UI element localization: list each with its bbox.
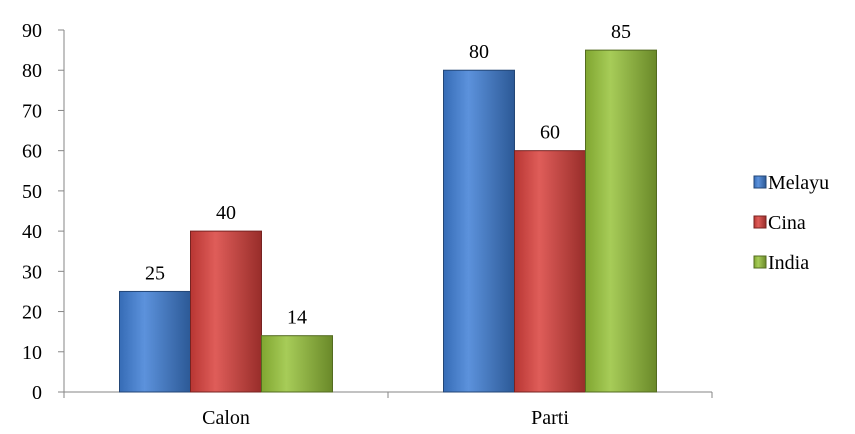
bar-india-calon: [261, 335, 333, 393]
y-tick-label: 40: [22, 221, 42, 243]
y-tick-label: 70: [22, 100, 42, 122]
bar-cina-calon: [190, 230, 262, 393]
bar-melayu-parti: [443, 69, 515, 393]
chart-bars: [119, 49, 657, 393]
x-category-label: Calon: [202, 407, 250, 429]
y-tick-label: 80: [22, 60, 42, 82]
chart-legend: Melayu Cina India: [753, 172, 829, 274]
y-tick-label: 50: [22, 181, 42, 203]
x-category-label: Parti: [531, 407, 569, 429]
chart-data-labels: 25 40 14 80 60 85: [145, 21, 631, 329]
bar-india-parti: [585, 49, 657, 393]
y-tick-label: 20: [22, 302, 42, 324]
y-tick-label: 60: [22, 141, 42, 163]
y-tick-label: 90: [22, 20, 42, 42]
data-label: 60: [540, 122, 560, 144]
legend-label-cina: Cina: [768, 212, 806, 234]
data-label: 40: [216, 202, 236, 224]
y-tick-label: 10: [22, 342, 42, 364]
legend-label-melayu: Melayu: [768, 172, 829, 194]
data-label: 14: [287, 307, 307, 329]
legend-label-india: India: [768, 252, 809, 274]
data-label: 25: [145, 262, 165, 284]
bar-cina-parti: [514, 150, 586, 393]
y-tick-label: 0: [32, 382, 42, 404]
bar-melayu-calon: [119, 290, 191, 393]
y-tick-label: 30: [22, 261, 42, 283]
legend-swatch-cina: [753, 215, 767, 229]
data-label: 85: [611, 21, 631, 43]
legend-swatch-melayu: [753, 175, 767, 189]
legend-swatch-india: [753, 255, 767, 269]
chart-axes: 0 10 20 30 40 50 60 70 80 90 Calon Parti: [22, 20, 713, 429]
data-label: 80: [469, 41, 489, 63]
